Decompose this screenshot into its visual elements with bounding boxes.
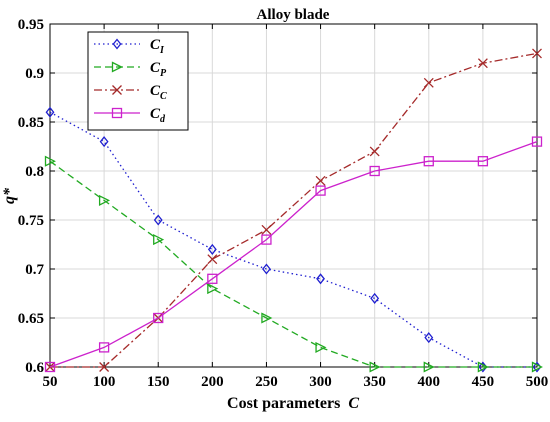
x-tick-label: 450 [472, 374, 495, 390]
x-tick-label: 250 [255, 374, 278, 390]
x-axis-title: Cost parameters C [227, 395, 359, 412]
data-point [153, 234, 165, 246]
legend-label-main: C [150, 60, 161, 76]
legend-entry: CC [94, 83, 167, 102]
legend-label: CC [150, 83, 167, 102]
x-tick-label: 100 [93, 374, 116, 390]
x-axis-ticks: 50 100 150 200 250 300 350 400 450 500 [43, 24, 549, 390]
x-tick-label: 400 [418, 374, 441, 390]
data-point [98, 194, 111, 206]
data-point [369, 146, 380, 157]
data-point [261, 312, 273, 324]
x-tick-label: 50 [43, 374, 58, 390]
series-C_C [45, 48, 542, 372]
legend-label-main: C [150, 83, 161, 99]
y-axis-ticks: 0.6 0.65 0.7 0.75 0.8 0.85 0.9 0.95 [18, 17, 537, 376]
series-line [49, 111, 537, 368]
x-tick-label: 300 [309, 374, 332, 390]
data-point [99, 362, 110, 372]
series-C_d [44, 136, 543, 373]
y-tick-label: 0.65 [18, 311, 44, 327]
data-point [45, 106, 55, 118]
data-point [369, 165, 380, 177]
series-line [49, 160, 537, 368]
legend-entry: CP [94, 60, 167, 79]
legend-marker [112, 38, 122, 50]
series-line [50, 52, 538, 368]
data-point [207, 283, 219, 295]
legend-label-subscript: d [160, 114, 166, 125]
x-axis-title-variable: C [348, 395, 359, 412]
legend-label: CP [150, 60, 167, 79]
y-tick-label: 0.75 [18, 213, 44, 229]
data-point [424, 332, 434, 344]
y-tick-label: 0.8 [25, 164, 44, 180]
data-point [315, 175, 326, 186]
data-point [316, 273, 325, 285]
legend-entry: CI [94, 37, 165, 56]
data-point [477, 156, 489, 167]
data-point [531, 361, 543, 373]
legend-label: CI [150, 37, 165, 56]
data-point [315, 185, 326, 196]
data-point [207, 254, 218, 265]
series-C_I [45, 106, 542, 373]
y-tick-label: 0.9 [25, 66, 44, 82]
legend-marker [111, 107, 123, 119]
series-lines [44, 48, 543, 373]
data-point [153, 312, 164, 324]
data-point [531, 136, 543, 147]
data-point [262, 263, 271, 275]
legend-marker [112, 85, 122, 95]
x-tick-label: 200 [201, 374, 224, 390]
x-tick-label: 150 [147, 374, 170, 390]
legend-label-main: C [150, 106, 161, 122]
legend-label-subscript: I [159, 45, 165, 56]
series-C_P [44, 155, 543, 373]
data-point [153, 214, 163, 226]
data-point [477, 361, 489, 373]
legend-label-subscript: C [160, 91, 167, 102]
data-point [98, 342, 110, 353]
y-tick-label: 0.85 [18, 115, 44, 131]
legend-label-main: C [150, 37, 161, 53]
data-point [370, 292, 380, 304]
series-line [49, 140, 538, 368]
data-point [423, 156, 434, 167]
data-point [207, 243, 217, 255]
x-tick-label: 500 [526, 374, 549, 390]
x-axis-title-text: Cost parameters [227, 395, 340, 412]
data-point [315, 341, 327, 353]
data-point [261, 234, 272, 245]
data-point [477, 58, 488, 69]
legend-box [87, 31, 189, 131]
legend-marker [111, 61, 123, 73]
data-point [261, 224, 272, 235]
legend-label-subscript: P [160, 68, 167, 79]
legend-label: Cd [150, 106, 166, 125]
data-point [99, 136, 109, 148]
y-axis-title: q* [1, 187, 18, 204]
x-tick-label: 350 [363, 374, 386, 390]
data-point [369, 361, 381, 373]
data-point [532, 48, 542, 59]
data-point [44, 361, 56, 373]
y-tick-label: 0.6 [25, 360, 44, 376]
data-point [423, 77, 434, 88]
chart-title: Alloy blade [257, 7, 330, 23]
data-point [423, 361, 435, 373]
legend-entry: Cd [94, 106, 166, 125]
y-tick-label: 0.95 [18, 17, 44, 33]
data-point [44, 155, 56, 167]
y-tick-label: 0.7 [25, 262, 44, 278]
data-point [207, 273, 218, 284]
plot-area-frame [49, 23, 538, 368]
